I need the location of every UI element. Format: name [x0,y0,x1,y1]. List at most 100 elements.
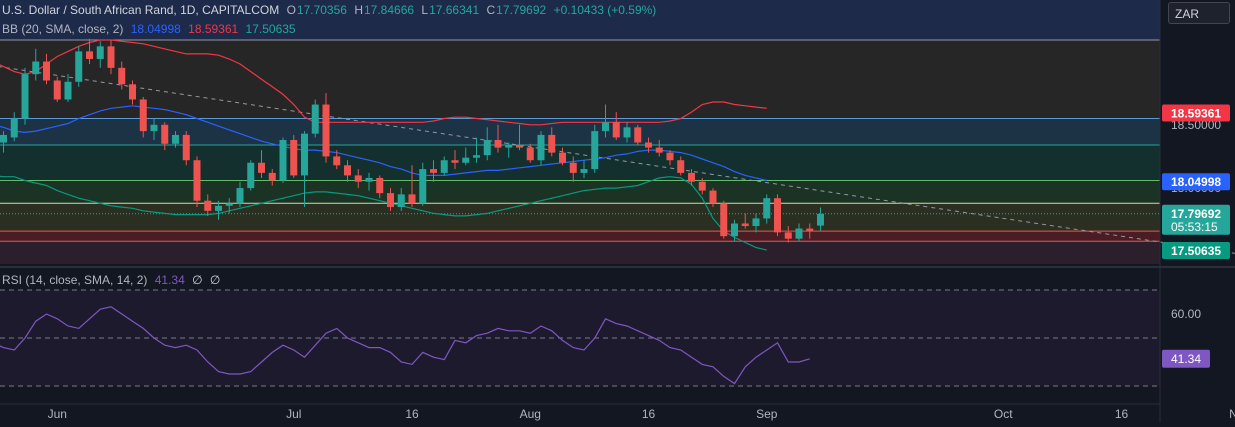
candle-body [311,104,319,134]
currency-selector[interactable]: ZAR [1168,2,1230,24]
candle-body [107,46,115,68]
candle-body [53,80,61,100]
price-tag-label-3: 17.50635 [1171,244,1221,258]
candle-body [344,165,351,176]
candle-body [279,139,287,181]
candle-body [75,51,83,82]
candle-body [64,81,72,100]
candle-body [236,188,244,204]
bb-lower-line [0,175,767,251]
candle-body [688,172,695,182]
price-tag-bg-2 [1162,204,1230,235]
candle-body [430,169,437,173]
candle-body [193,160,201,201]
rsi-line [0,306,810,385]
candle-body [806,228,814,232]
candle-body [408,194,416,204]
time-axis-tick-label: Nov [1229,407,1235,421]
candle-body [43,61,50,81]
candle-body [150,124,158,132]
price-tag-bg-1 [1162,173,1230,191]
candle-body [516,145,523,148]
price-zone-0 [0,40,1160,119]
candle-body [322,104,330,157]
price-zone-6 [0,241,1160,264]
high-value: 17.84666 [363,3,415,17]
candle-body [623,127,631,138]
candle-body [591,131,599,170]
candle-body [258,162,265,173]
time-axis-tick-label: 16 [642,407,656,421]
price-tag-bg-3 [1162,242,1230,260]
close-label: C [486,3,496,17]
rsi-value-tag-bg [1162,349,1210,368]
low-value: 17.66341 [429,3,480,17]
symbol-legend: U.S. Dollar / South African Rand, 1D, CA… [2,2,660,18]
bb-upper-value: 18.59361 [188,22,239,36]
candle-body [677,160,685,173]
price-zone-4 [0,203,1160,232]
symbol-title[interactable]: U.S. Dollar / South African Rand, 1D, CA… [2,3,280,17]
candle-body [268,172,276,181]
time-axis-tick-label: Jun [48,407,67,421]
rsi-label: RSI (14, close, SMA, 14, 2) [2,273,148,287]
candle-body [451,160,459,163]
candle-body [602,122,609,132]
rsi-extra-1: ∅ [192,273,203,287]
candle-body [96,46,104,59]
candle-body [462,157,470,163]
price-tag-label-0: 18.59361 [1171,106,1221,120]
bb-legend[interactable]: BB (20, SMA, close, 2) 18.04998 18.59361… [2,21,300,37]
candle-body [172,134,179,144]
rsi-legend[interactable]: RSI (14, close, SMA, 14, 2) 41.34 ∅ ∅ [2,272,224,288]
price-zone-5 [0,231,1160,242]
candle-body [376,177,384,194]
candle-body [21,74,29,119]
bb-basis-value: 18.04998 [130,22,181,36]
rsi-legend-value: 41.34 [154,273,185,287]
candle-body [645,142,652,148]
candle-body [537,134,545,161]
candle-body [118,67,126,85]
candle-body [698,181,706,191]
currency-label: ZAR [1175,7,1199,21]
rsi-axis-tick-label: 60.00 [1171,307,1201,321]
open-label: O [286,3,296,17]
candle-body [752,218,760,227]
candle-body [709,190,717,204]
candle-body [129,84,136,100]
time-axis-tick-label: Aug [520,407,541,421]
open-value: 17.70356 [296,3,347,17]
candle-body [784,232,792,239]
price-tag-countdown: 05:53:15 [1171,220,1218,234]
candle-body [795,228,803,239]
low-label: L [421,3,429,17]
candle-body [365,177,373,182]
candle-body [569,162,577,173]
candle-body [215,205,222,211]
candle-body [301,133,308,176]
candle-body [666,152,674,161]
candle-body [387,193,394,208]
candle-body [655,147,663,153]
candle-body [741,223,749,227]
candle-body [580,169,588,173]
candle-body [397,194,405,208]
candle-body [720,203,728,237]
trendline [0,66,1235,254]
rsi-extra-2: ∅ [209,273,221,287]
candle-body [763,198,771,219]
time-axis-tick-label: Oct [994,407,1013,421]
candle-body [483,139,491,156]
candle-body [634,127,642,143]
candle-body [494,139,502,148]
change-value: +0.10433 (+0.59%) [553,3,657,17]
candle-body [731,223,738,237]
time-axis-tick-label: 16 [405,407,419,421]
candle-body [526,147,534,161]
candle-body [247,162,255,189]
bb-lower-value: 17.50635 [245,22,296,36]
candle-body [86,51,93,59]
